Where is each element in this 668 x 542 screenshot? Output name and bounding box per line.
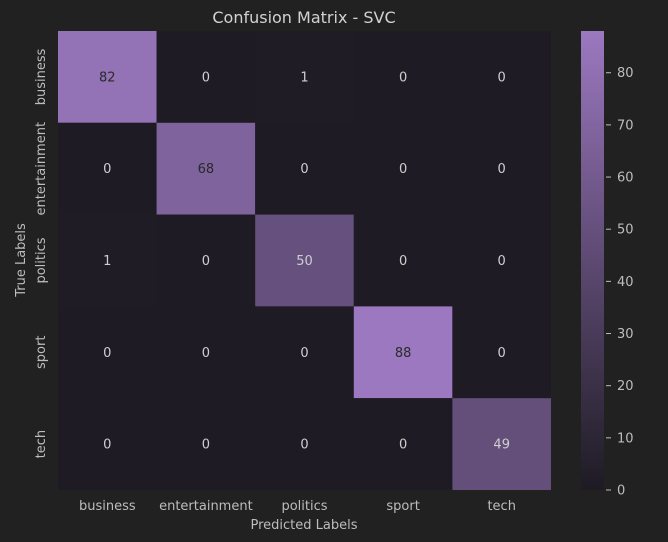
- x-tick-label: business: [79, 499, 136, 514]
- cell-value-label: 1: [103, 254, 111, 269]
- y-axis-label: True Labels: [14, 223, 29, 298]
- colorbar-tick-label: 60: [617, 171, 634, 186]
- heatmap-cell: [452, 214, 551, 307]
- heatmap-cell: [255, 31, 354, 123]
- x-tick-label: politics: [281, 499, 327, 514]
- x-tick-label: entertainment: [159, 499, 253, 514]
- colorbar-tick-label: 20: [617, 379, 634, 394]
- heatmap-cell: [156, 398, 256, 490]
- heatmap-cell: [58, 31, 157, 123]
- cell-value-label: 0: [202, 254, 210, 269]
- heatmap-annotations: 82 0 1 0 0 0 68 0 0 0 1 0 50 0 0 0 0 0 88 0 0 0 0 0 49: [99, 70, 510, 452]
- cell-value-label: 0: [498, 346, 506, 361]
- cell-value-label: 0: [202, 346, 210, 361]
- heatmap-cell: [353, 214, 453, 307]
- heatmap-cells: [58, 31, 551, 490]
- heatmap-cell: [255, 306, 354, 399]
- cell-value-label: 49: [493, 438, 510, 453]
- colorbar-tick-label: 50: [617, 223, 634, 238]
- heatmap-cell: [353, 31, 453, 123]
- colorbar-ticks: 0 10 20 30 40 50 60 70 80: [606, 66, 634, 499]
- chart-title: Confusion Matrix - SVC: [212, 8, 395, 27]
- cell-value-label: 0: [498, 254, 506, 269]
- y-tick-label: tech: [34, 430, 49, 458]
- cell-value-label: 0: [103, 346, 111, 361]
- cell-value-label: 0: [103, 162, 111, 177]
- heatmap-cell: [156, 214, 256, 307]
- heatmap-cell: [156, 31, 256, 123]
- heatmap-cell: [452, 122, 551, 215]
- colorbar-tick-label: 10: [617, 431, 634, 446]
- cell-value-label: 50: [296, 254, 313, 269]
- cell-value-label: 88: [395, 346, 412, 361]
- x-tick-label: sport: [386, 499, 419, 514]
- heatmap-cell: [255, 214, 354, 307]
- colorbar-tick-label: 70: [617, 118, 634, 133]
- cell-value-label: 0: [498, 70, 506, 85]
- heatmap-cell: [58, 398, 157, 490]
- heatmap-cell: [255, 398, 354, 490]
- cell-value-label: 0: [399, 438, 407, 453]
- heatmap-cell: [255, 122, 354, 215]
- cell-value-label: 0: [202, 438, 210, 453]
- cell-value-label: 0: [498, 162, 506, 177]
- cell-value-label: 0: [399, 254, 407, 269]
- y-tick-labels: business entertainment politics sport tech: [34, 48, 49, 458]
- heatmap-cell: [58, 306, 157, 399]
- heatmap-cell: [353, 398, 453, 490]
- y-tick-label: entertainment: [34, 122, 49, 216]
- heatmap-cell: [58, 122, 157, 215]
- heatmap-cell: [353, 122, 453, 215]
- colorbar-tick-label: 40: [617, 275, 634, 290]
- heatmap-cell: [353, 306, 453, 399]
- heatmap-cell: [58, 214, 157, 307]
- cell-value-label: 0: [399, 162, 407, 177]
- heatmap-cell: [452, 398, 551, 490]
- colorbar-tick-label: 80: [617, 66, 634, 81]
- cell-value-label: 0: [300, 162, 308, 177]
- y-tick-label: politics: [34, 237, 49, 283]
- colorbar-tick-label: 30: [617, 327, 634, 342]
- heatmap-cell: [156, 306, 256, 399]
- cell-value-label: 0: [300, 438, 308, 453]
- y-tick-label: sport: [34, 336, 49, 369]
- heatmap-cell: [452, 31, 551, 123]
- x-tick-labels: business entertainment politics sport tech: [79, 499, 516, 514]
- colorbar: [581, 31, 604, 490]
- x-tick-label: tech: [487, 499, 515, 514]
- cell-value-label: 0: [103, 438, 111, 453]
- cell-value-label: 1: [300, 70, 308, 85]
- x-axis-label: Predicted Labels: [250, 518, 357, 533]
- cell-value-label: 0: [202, 70, 210, 85]
- cell-value-label: 0: [300, 346, 308, 361]
- cell-value-label: 0: [399, 70, 407, 85]
- colorbar-tick-label: 0: [617, 484, 625, 499]
- y-tick-label: business: [34, 48, 49, 105]
- cell-value-label: 82: [99, 70, 116, 85]
- cell-value-label: 68: [198, 162, 215, 177]
- heatmap-cell: [156, 122, 256, 215]
- heatmap-cell: [452, 306, 551, 399]
